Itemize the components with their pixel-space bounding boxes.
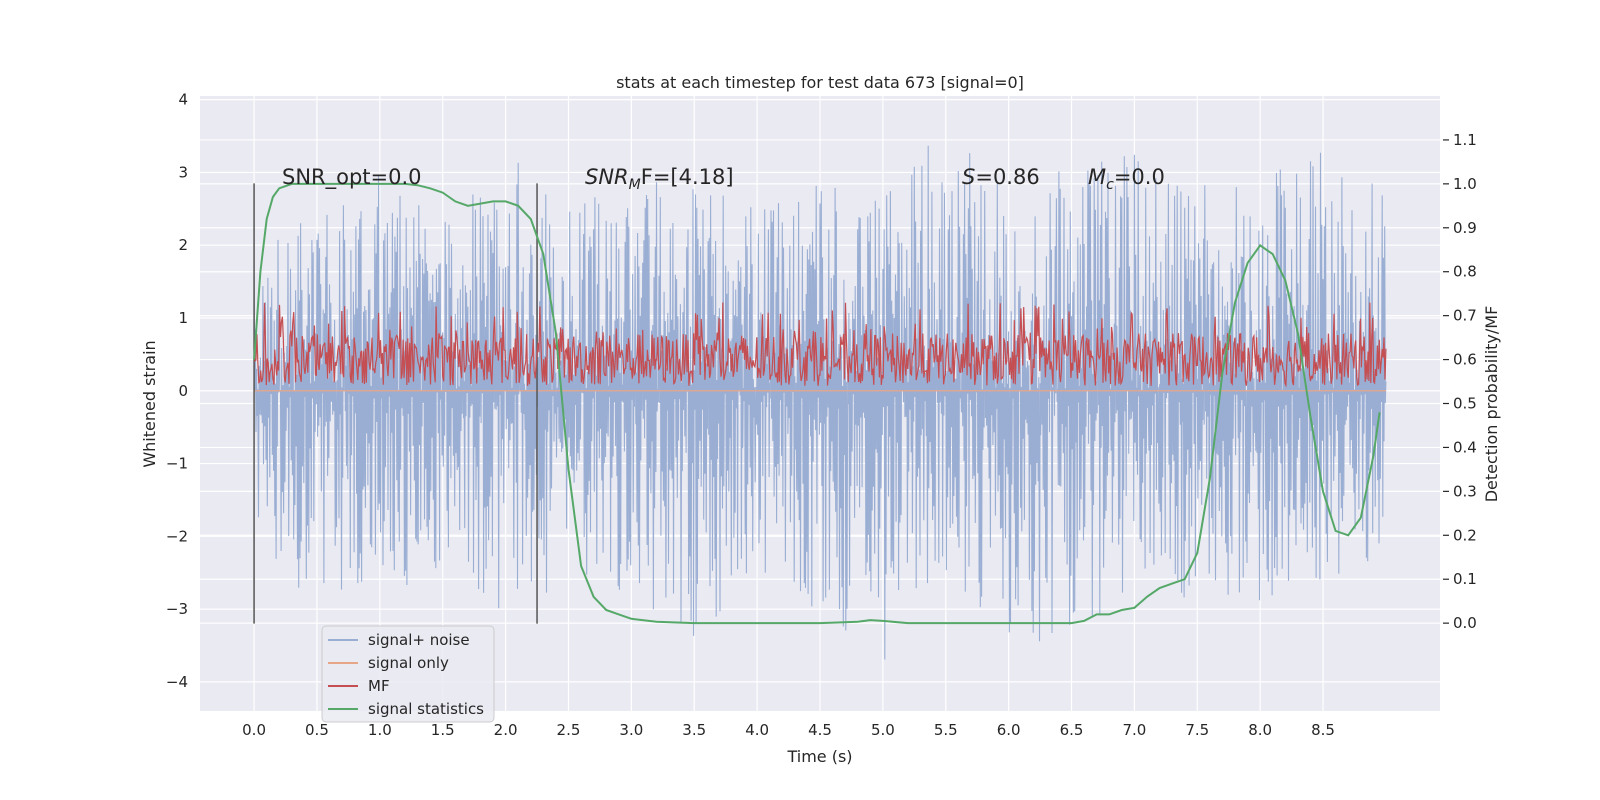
series-signal-noise: [253, 145, 1387, 660]
y-tick-labels-left: 4 3 2 1 0 −1 −2 −3 −4: [166, 91, 188, 691]
x-tick-label: 2.5: [557, 721, 581, 739]
annotation-mc-sub: c: [1106, 177, 1114, 193]
chart-title: stats at each timestep for test data 673…: [616, 73, 1024, 92]
annotation-snr-mf-rest: F=[4.18]: [641, 165, 734, 189]
y-tick-label-right: 0.3: [1453, 482, 1477, 500]
x-tick-label: 5.0: [871, 721, 895, 739]
y-tick-label-right: 0.9: [1453, 219, 1477, 237]
legend-box: [321, 625, 495, 723]
x-tick-label: 5.5: [934, 721, 958, 739]
y-tick-label-left: −4: [166, 673, 188, 691]
legend-label: signal statistics: [368, 700, 484, 718]
x-tick-label: 8.5: [1311, 721, 1335, 739]
y-tick-label-right: 0.6: [1453, 351, 1477, 369]
x-tick-label: 7.5: [1185, 721, 1209, 739]
legend-label: signal+ noise: [368, 631, 470, 649]
y-tick-labels-right: 1.1 1.0 0.9 0.8 0.7 0.6 0.5 0.4 0.3 0.2 0.1 0.0: [1443, 131, 1477, 632]
annotation-snr-mf-base: SNR: [585, 165, 629, 189]
y-axis-left-label: Whitened strain: [140, 340, 159, 467]
y-tick-label-left: 4: [178, 91, 188, 109]
series-mf: [253, 302, 1387, 388]
x-tick-label: 1.5: [431, 721, 455, 739]
event-vlines: [253, 183, 538, 624]
legend-label: signal only: [368, 654, 449, 672]
annotation-mc-base: M: [1088, 165, 1106, 189]
annotation-snr-opt: SNR_opt=0.0: [282, 165, 422, 190]
y-tick-label-right: 0.1: [1453, 570, 1477, 588]
annotation-s-var: S: [962, 165, 975, 189]
annotation-s: S=0.86: [962, 165, 1040, 189]
x-tick-label: 2.0: [494, 721, 518, 739]
x-tick-label: 4.0: [745, 721, 769, 739]
legend-label: MF: [368, 677, 390, 695]
x-tick-label: 8.0: [1248, 721, 1272, 739]
annotation-mc: Mc=0.0: [1088, 165, 1165, 193]
series-signal-statistics: [253, 182, 1381, 625]
y-tick-label-left: 0: [178, 382, 188, 400]
x-tick-label: 3.0: [619, 721, 643, 739]
y-tick-label-left: −2: [166, 527, 188, 545]
y-tick-label-right: 0.7: [1453, 307, 1477, 325]
legend: signal+ noise signal only MF signal statist…: [321, 625, 495, 723]
x-tick-label: 6.5: [1060, 721, 1084, 739]
signal-statistics-line: [253, 182, 1381, 625]
y-tick-label-right: 0.4: [1453, 438, 1477, 456]
annotation-snr-mf: SNRMF=[4.18]: [585, 165, 734, 193]
mf-line: [253, 302, 1387, 388]
y-tick-label-right: 1.0: [1453, 175, 1477, 193]
y-tick-label-right: 0.2: [1453, 526, 1477, 544]
x-tick-label: 4.5: [808, 721, 832, 739]
x-tick-label: 7.0: [1122, 721, 1146, 739]
x-axis-label: Time (s): [786, 747, 852, 766]
y-tick-label-right: 0.8: [1453, 263, 1477, 281]
y-tick-label-left: 1: [178, 309, 188, 327]
x-tick-label: 1.0: [368, 721, 392, 739]
y-tick-label-left: −1: [166, 455, 188, 473]
annotation-mc-value: =0.0: [1114, 165, 1165, 189]
y-tick-label-left: −3: [166, 600, 188, 618]
y-tick-label-right: 1.1: [1453, 131, 1477, 149]
y-tick-label-right: 0.0: [1453, 614, 1477, 632]
x-tick-label: 0.5: [305, 721, 329, 739]
x-tick-label: 0.0: [242, 721, 266, 739]
y-tick-label-left: 2: [178, 236, 188, 254]
signal-noise-line: [253, 145, 1387, 660]
annotation-snr-mf-sub: M: [629, 177, 641, 193]
y-axis-right-label: Detection probability/MF: [1482, 306, 1501, 503]
x-tick-label: 6.0: [997, 721, 1021, 739]
y-tick-label-left: 3: [178, 163, 188, 181]
y-tick-label-right: 0.5: [1453, 395, 1477, 413]
x-tick-label: 3.5: [682, 721, 706, 739]
x-tick-labels: 0.0 0.5 1.0 1.5 2.0 2.5 3.0 3.5 4.0 4.5 5.0 5.5 6.0 6…: [242, 721, 1335, 739]
annotation-s-value: =0.86: [975, 165, 1039, 189]
